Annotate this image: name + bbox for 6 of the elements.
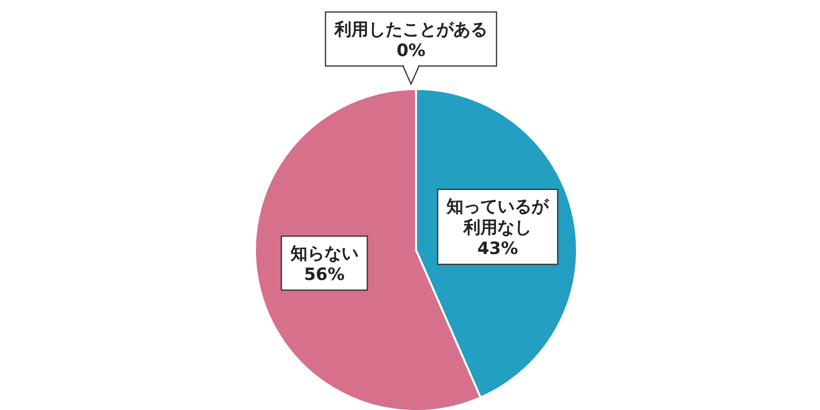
data-label: 56% [304, 264, 345, 285]
slice-label: 知らない [289, 244, 358, 264]
category-label: 利用したことがある [334, 20, 488, 40]
data-label: 43% [477, 239, 518, 260]
slice-label: 知っているが利用なし [446, 197, 550, 238]
text: 0% [396, 40, 426, 61]
